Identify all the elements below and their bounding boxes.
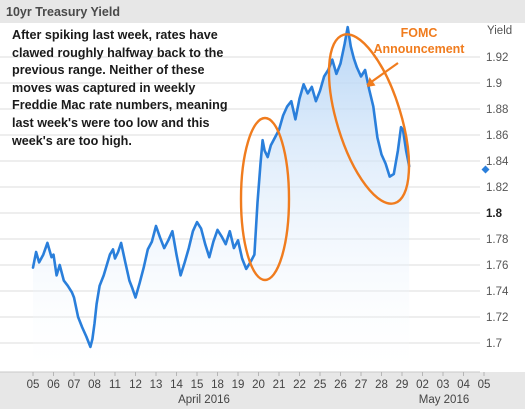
y-tick-label: 1.92 <box>486 52 508 64</box>
series-area <box>33 27 410 372</box>
x-tick-label: 20 <box>252 379 265 391</box>
x-tick-label: 22 <box>293 379 306 391</box>
y-tick-label: 1.72 <box>486 312 508 324</box>
x-tick-label: 21 <box>273 379 286 391</box>
series-line <box>31 25 411 349</box>
x-tick-label: 08 <box>88 379 101 391</box>
commentary-annotation: After spiking last week, rates have claw… <box>12 28 228 148</box>
x-tick-label: 13 <box>150 379 163 391</box>
y-tick-label: 1.82 <box>486 182 508 194</box>
x-tick-label: 19 <box>232 379 245 391</box>
y-tick-label: 1.86 <box>486 130 508 142</box>
x-tick-label: 15 <box>191 379 204 391</box>
spike-highlight-ellipse <box>239 116 291 282</box>
x-tick-label: 29 <box>396 379 409 391</box>
x-tick-label: 18 <box>211 379 224 391</box>
y-tick-label: 1.8 <box>486 208 503 220</box>
y-tick-label: 1.9 <box>486 78 502 90</box>
x-tick-label: 12 <box>129 379 142 391</box>
x-tick-label: 14 <box>170 379 183 391</box>
x-tick-label: 02 <box>416 379 429 391</box>
y-tick-label: 1.84 <box>486 156 509 168</box>
last-value-marker <box>481 165 490 174</box>
x-tick-label: 07 <box>68 379 81 391</box>
month-label-april: April 2016 <box>178 394 230 406</box>
x-tick-label: 05 <box>478 379 491 391</box>
y-tick-label: 1.88 <box>486 104 508 116</box>
fomc-arrow-head <box>367 77 376 87</box>
chart-title: 10yr Treasury Yield <box>6 5 120 19</box>
x-tick-label: 28 <box>375 379 388 391</box>
x-tick-label: 26 <box>334 379 347 391</box>
y-axis-label: Yield <box>487 25 512 37</box>
y-tick-label: 1.78 <box>486 234 508 246</box>
y-tick-label: 1.76 <box>486 260 508 272</box>
fomc-annotation: FOMC Announcement <box>373 26 465 56</box>
x-tick-label: 03 <box>437 379 450 391</box>
y-tick-label: 1.74 <box>486 286 509 298</box>
x-tick-label: 04 <box>457 379 470 391</box>
x-tick-label: 11 <box>109 379 121 391</box>
x-tick-label: 25 <box>314 379 327 391</box>
month-label-may: May 2016 <box>419 394 470 406</box>
x-tick-label: 05 <box>27 379 40 391</box>
fomc-highlight-ellipse <box>327 33 411 205</box>
y-tick-label: 1.7 <box>486 338 502 350</box>
x-tick-label: 27 <box>355 379 368 391</box>
x-tick-label: 06 <box>47 379 60 391</box>
